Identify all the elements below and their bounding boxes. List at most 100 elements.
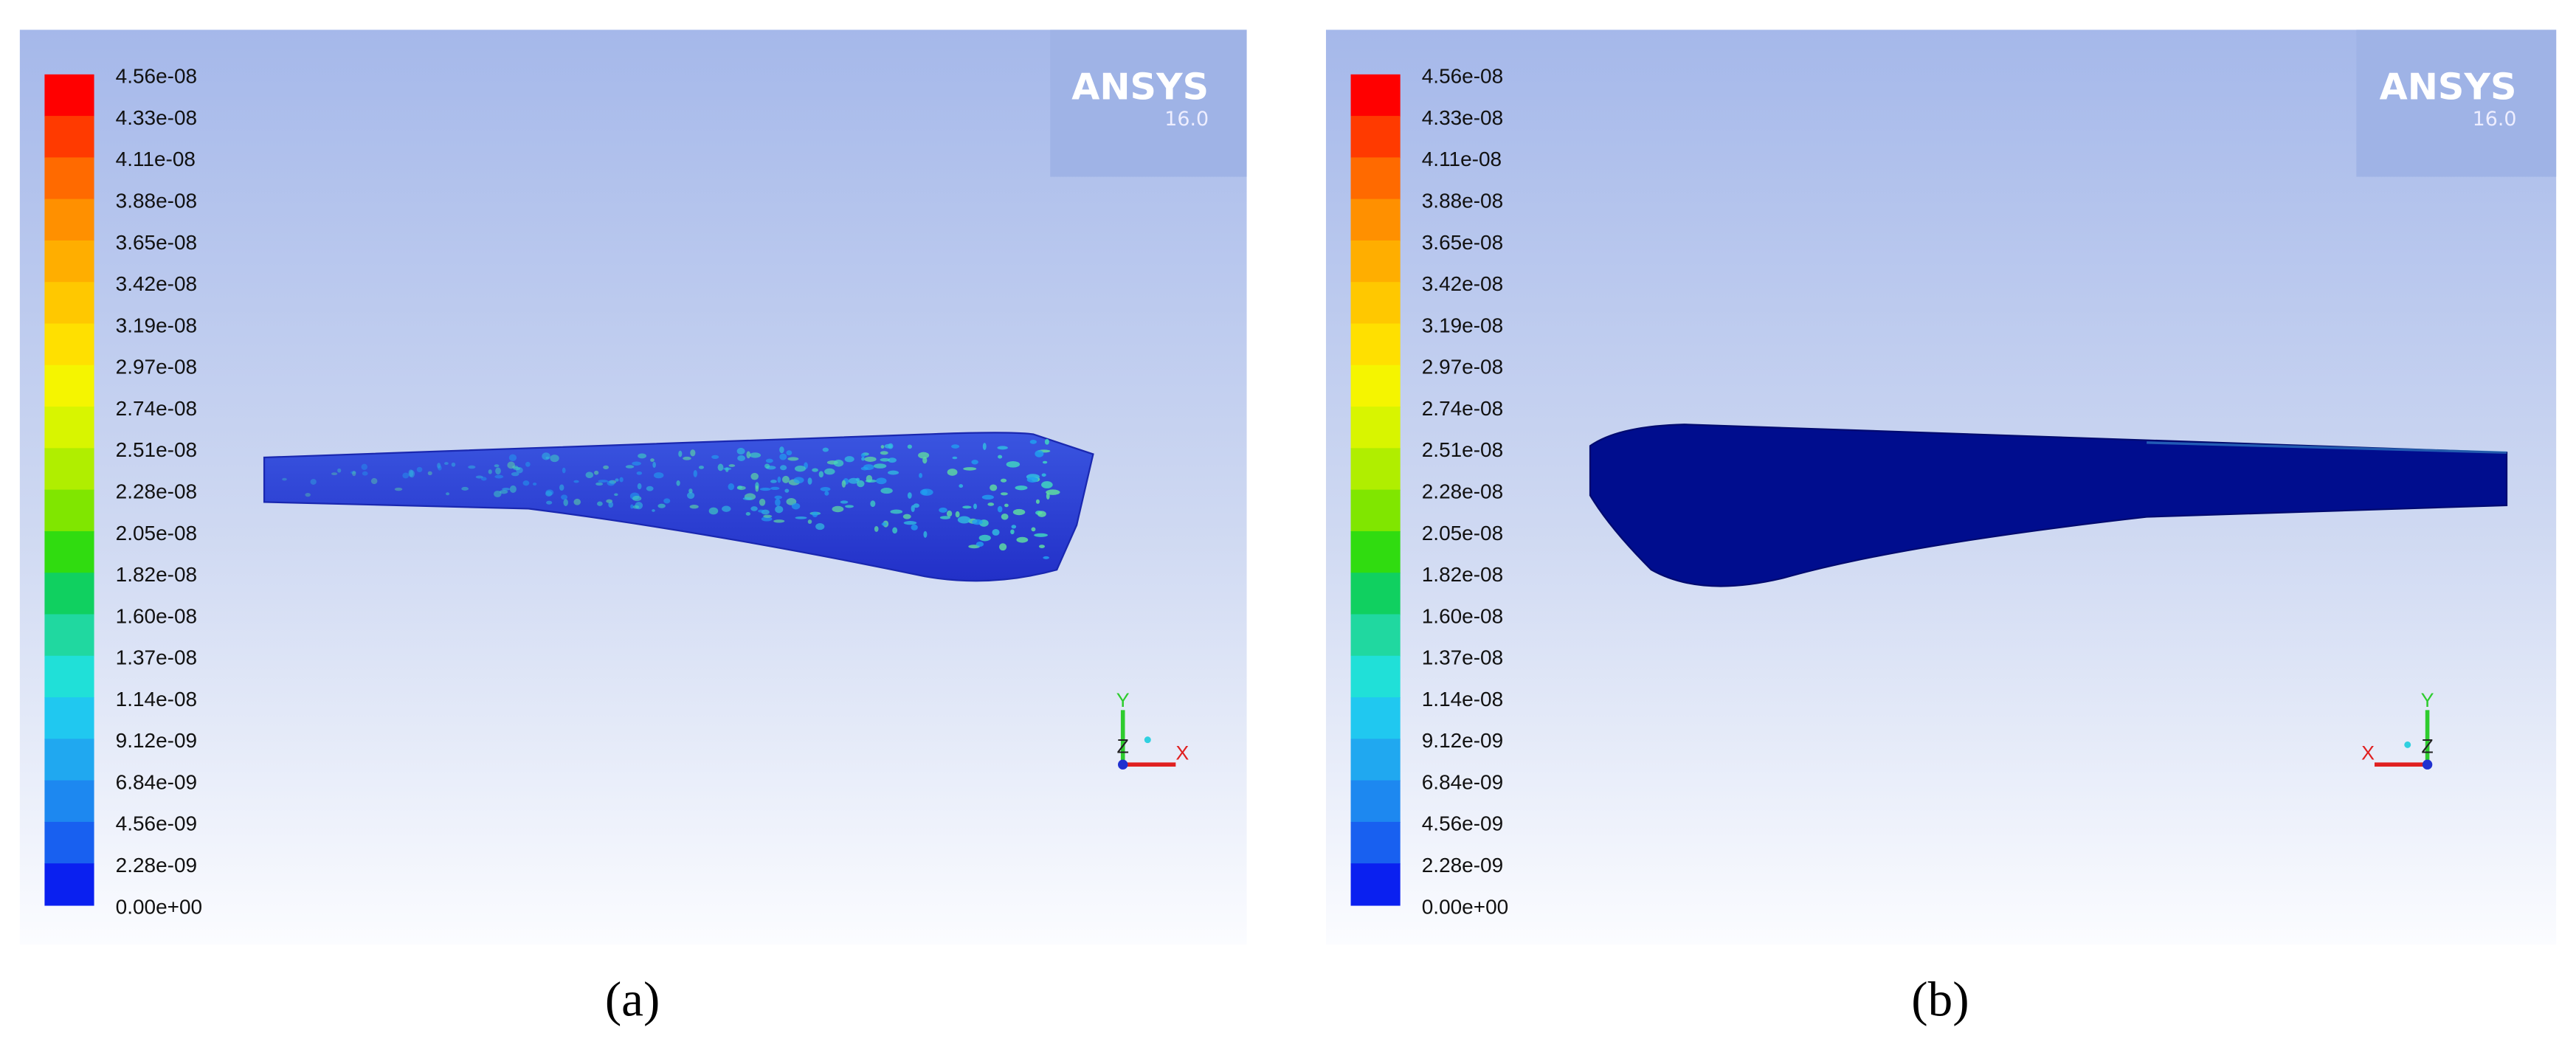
speckle — [770, 486, 780, 490]
speckle — [652, 509, 655, 512]
colorbar-band — [44, 407, 94, 449]
speckle — [939, 516, 951, 519]
speckle — [880, 457, 890, 462]
speckle — [865, 479, 877, 483]
contour-speckles — [282, 438, 1060, 559]
speckle — [693, 469, 697, 477]
speckle — [689, 505, 699, 509]
speckle — [890, 509, 903, 514]
speckle — [939, 507, 947, 513]
speckle — [765, 458, 773, 463]
speckle — [657, 503, 666, 508]
colorbar-band — [1350, 739, 1401, 781]
speckle — [907, 444, 912, 449]
legend-label: 3.42e-08 — [1422, 272, 1503, 295]
speckle — [511, 471, 519, 477]
legend-label: 2.28e-08 — [1422, 480, 1503, 502]
speckle — [402, 472, 410, 479]
speckle — [408, 469, 414, 477]
speckle — [775, 498, 781, 506]
speckle — [946, 510, 953, 517]
speckle — [427, 471, 432, 476]
axis-label-y: Y — [2421, 689, 2434, 711]
speckle — [887, 470, 899, 475]
speckle — [863, 464, 874, 471]
axis-label-x: X — [1175, 742, 1189, 764]
axis-triad — [2374, 710, 2433, 770]
axis-label-z: Z — [2421, 736, 2433, 758]
legend-label: 6.84e-09 — [116, 770, 197, 793]
speckle — [637, 483, 642, 490]
colorbar-band — [44, 739, 94, 781]
speckle — [331, 472, 338, 475]
speckle — [678, 450, 683, 457]
speckle — [779, 453, 787, 460]
speckle — [493, 490, 502, 497]
speckle — [1037, 511, 1046, 517]
colorbar-band — [1350, 240, 1401, 283]
colorbar-band — [1350, 821, 1401, 865]
colorbar-band — [44, 116, 94, 159]
blade — [263, 432, 1094, 582]
speckle — [1046, 492, 1050, 500]
colorbar-band — [44, 655, 94, 699]
legend-label: 0.00e+00 — [116, 895, 202, 918]
speckle — [880, 445, 885, 449]
speckle — [999, 543, 1007, 551]
logo-box — [2356, 30, 2557, 177]
speckle — [1046, 489, 1060, 495]
colorbar-band — [1350, 489, 1401, 533]
speckle — [1041, 481, 1053, 488]
speckle — [794, 465, 806, 472]
speckle — [615, 478, 619, 482]
colorbar-band — [1350, 116, 1401, 159]
speckle — [832, 505, 844, 513]
speckle — [998, 455, 1003, 459]
z-axis-dot — [1118, 759, 1128, 770]
legend-label: 2.28e-09 — [1422, 854, 1503, 877]
speckle — [922, 457, 928, 464]
logo-box — [1050, 30, 1247, 177]
colorbar: 4.56e-08 4.33e-08 4.11e-08 3.88e-08 3.65e-08… — [1350, 65, 1508, 918]
legend-label: 1.60e-08 — [1422, 604, 1503, 627]
legend-label: 4.56e-08 — [116, 65, 197, 88]
logo-text: ANSYS — [2380, 65, 2517, 108]
speckle — [860, 453, 866, 457]
speckle — [619, 477, 624, 483]
speckle — [824, 468, 835, 475]
speckle — [683, 456, 691, 460]
speckle — [698, 466, 704, 469]
speckle — [764, 463, 770, 469]
speckle — [437, 463, 441, 469]
speckle — [1000, 492, 1008, 496]
colorbar-band — [44, 531, 94, 574]
speckle — [787, 457, 799, 461]
speckle — [786, 450, 793, 456]
speckle — [638, 453, 647, 459]
speckle — [663, 498, 671, 504]
speckle — [780, 465, 787, 471]
speckle — [468, 465, 476, 469]
speckle — [597, 501, 603, 506]
colorbar-band — [1350, 531, 1401, 574]
speckle — [1038, 545, 1045, 548]
speckle — [625, 465, 635, 469]
speckle — [840, 500, 849, 504]
z-axis-dot — [2422, 759, 2433, 770]
speckle — [507, 461, 516, 469]
speckle — [913, 503, 919, 508]
speckle — [711, 455, 719, 459]
legend-label: 3.65e-08 — [1422, 231, 1503, 254]
speckle — [494, 464, 500, 468]
speckle — [773, 519, 785, 523]
speckle — [795, 516, 807, 519]
speckle — [746, 451, 751, 459]
triad-dot — [1144, 736, 1151, 744]
speckle — [438, 465, 442, 471]
legend-label: 3.19e-08 — [1422, 314, 1503, 336]
speckle — [820, 486, 831, 491]
legend-label: 4.11e-08 — [1422, 148, 1502, 170]
speckle — [952, 456, 958, 460]
speckle — [770, 480, 777, 483]
